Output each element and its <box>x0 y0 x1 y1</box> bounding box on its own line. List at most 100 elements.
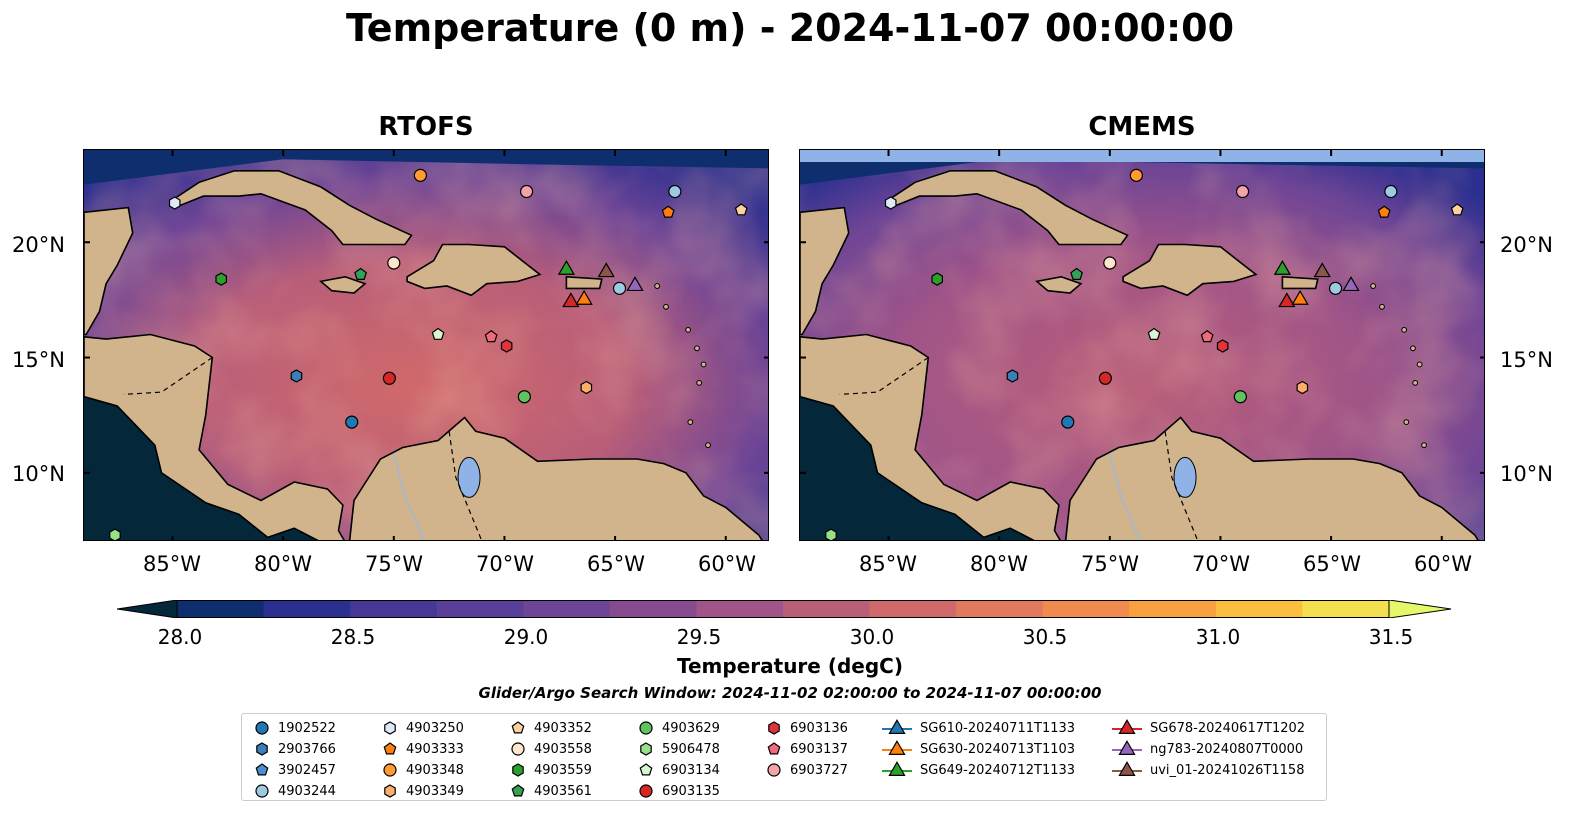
obs-marker-4903244 <box>668 184 682 199</box>
circle-marker-icon <box>255 721 269 735</box>
legend-label: 6903137 <box>790 741 848 757</box>
legend-label: SG678-20240617T1202 <box>1150 720 1306 736</box>
land-puertorico <box>1281 275 1319 290</box>
lon-tick-65w: 65°W <box>1303 552 1361 576</box>
obs-marker-6903137 <box>1200 330 1214 343</box>
pentagon-marker-icon <box>511 721 525 734</box>
legend-label: 4903561 <box>534 783 592 799</box>
land-hispaniola <box>406 243 542 297</box>
lon-tick-85w: 85°W <box>859 552 917 576</box>
legend-item: 4903244 <box>254 781 336 801</box>
legend-label: 4903250 <box>406 720 464 736</box>
obs-marker-4903333 <box>661 205 675 218</box>
triangle-marker-icon <box>1112 719 1142 734</box>
obs-marker-SG630-20240713T1103 <box>1291 289 1309 305</box>
obs-marker-6903135 <box>1098 371 1112 385</box>
obs-marker-4903561 <box>1070 267 1084 280</box>
legend-item: 4903352 <box>510 718 592 738</box>
obs-marker-uvi_01-20241026T1158 <box>597 262 615 278</box>
legend-item: 6903136 <box>766 718 848 738</box>
pentagon-marker-icon <box>511 784 525 797</box>
obs-marker-ng783-20240807T0000 <box>1342 276 1360 292</box>
obs-marker-4903629 <box>1233 390 1247 404</box>
map-panel-rtofs[interactable] <box>83 149 769 541</box>
legend-item: 4903561 <box>510 781 592 801</box>
island <box>694 345 700 352</box>
colorbar-bin <box>696 600 784 618</box>
legend-marker <box>512 763 524 777</box>
legend-marker <box>640 742 652 756</box>
legend-item: 5906478 <box>638 739 720 759</box>
legend-label: SG630-20240713T1103 <box>920 741 1076 757</box>
obs-marker-6903137 <box>484 330 498 343</box>
lat-tick-15n: 15°N <box>1500 348 1553 372</box>
lon-tick-80w: 80°W <box>254 552 312 576</box>
legend-marker <box>511 784 525 797</box>
colorbar-tick: 29.0 <box>503 625 549 649</box>
circle-marker-icon <box>767 763 781 777</box>
legend-label: 4903558 <box>534 741 592 757</box>
colorbar-bin <box>1042 600 1130 618</box>
legend-label: 4903352 <box>534 720 592 736</box>
legend-label: SG649-20240712T1133 <box>920 762 1076 778</box>
obs-marker-6903134 <box>431 327 445 340</box>
obs-marker-2903766 <box>1006 369 1019 383</box>
obs-marker-6903727 <box>1235 184 1250 199</box>
colorbar-bin <box>956 600 1044 618</box>
figure-title: Temperature (0 m) - 2024-11-07 00:00:00 <box>345 6 1235 50</box>
legend-item: 4903333 <box>382 739 464 759</box>
legend-item: 1902522 <box>254 718 336 738</box>
lat-tick-20n: 20°N <box>12 233 65 257</box>
legend: 1902522 2903766 3902457 4903244 4903250 49033… <box>241 713 1327 801</box>
legend-item: SG630-20240713T1103 <box>882 739 1075 759</box>
legend-marker <box>1118 761 1136 776</box>
circle-marker-icon <box>639 721 653 735</box>
island <box>687 419 694 425</box>
hexagon-marker-icon <box>512 763 524 777</box>
obs-marker-6903136 <box>1216 339 1229 353</box>
legend-marker <box>255 784 269 798</box>
triangle-marker-icon <box>1112 761 1142 776</box>
colorbar-label: Temperature (degC) <box>677 654 903 678</box>
triangle-marker-icon <box>882 719 912 734</box>
legend-marker <box>639 784 653 798</box>
legend-marker <box>768 721 780 735</box>
obs-marker-1902522 <box>1061 415 1075 429</box>
land-hispaniola <box>1122 243 1258 297</box>
lon-tick-70w: 70°W <box>476 552 534 576</box>
legend-label: 5906478 <box>662 741 720 757</box>
legend-label: uvi_01-20241026T1158 <box>1150 762 1305 778</box>
obs-marker-SG649-20240712T1133 <box>1273 259 1292 275</box>
island <box>663 303 669 310</box>
obs-marker-2903766 <box>290 369 303 383</box>
pentagon-marker-icon <box>639 763 653 776</box>
land-yucatan <box>84 206 134 336</box>
legend-marker <box>383 742 397 755</box>
obs-marker-5906478 <box>109 528 121 540</box>
land-central <box>800 333 1061 540</box>
lat-tick-20n: 20°N <box>1500 233 1553 257</box>
pentagon-marker-icon <box>383 742 397 755</box>
colorbar-bin <box>436 600 524 618</box>
obs-marker-5906478 <box>825 528 837 540</box>
map-canvas <box>84 150 768 540</box>
obs-marker-SG630-20240713T1103 <box>575 289 593 305</box>
map-panel-cmems[interactable] <box>799 149 1485 541</box>
lon-tick-60w: 60°W <box>1414 552 1472 576</box>
lat-tick-15n: 15°N <box>12 348 65 372</box>
island <box>1412 379 1419 386</box>
legend-marker <box>383 763 397 777</box>
legend-label: 4903629 <box>662 720 720 736</box>
legend-item: 4903559 <box>510 760 592 780</box>
island <box>700 361 707 368</box>
legend-item: SG649-20240712T1133 <box>882 760 1075 780</box>
lat-tick-10n: 10°N <box>12 462 65 486</box>
legend-item: SG610-20240711T1133 <box>882 718 1075 738</box>
lon-tick-60w: 60°W <box>698 552 756 576</box>
lon-tick-75w: 75°W <box>365 552 423 576</box>
obs-marker-4903348 <box>1129 168 1143 182</box>
colorbar-tick: 31.5 <box>1368 625 1414 649</box>
obs-marker-4903629 <box>517 390 531 404</box>
colorbar-bin <box>523 600 611 618</box>
legend-label: 6903136 <box>790 720 848 736</box>
